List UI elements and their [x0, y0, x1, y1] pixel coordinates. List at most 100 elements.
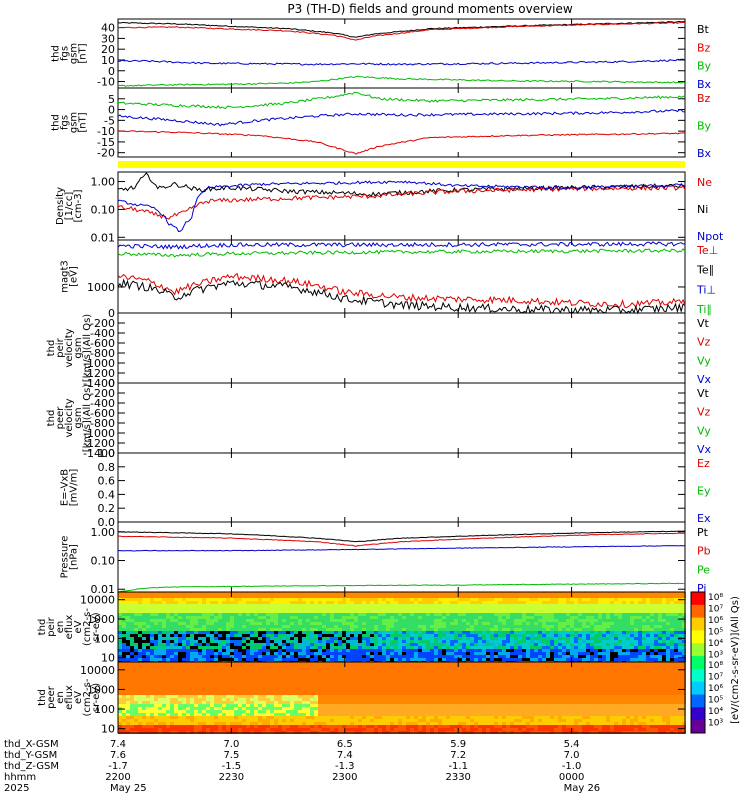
spectrogram-cell — [162, 677, 166, 680]
spectrogram-cell — [366, 646, 370, 649]
spectrogram-cell — [122, 680, 126, 683]
spectrogram-cell — [666, 619, 670, 622]
spectrogram-cell — [478, 610, 482, 613]
spectrogram-cell — [674, 631, 678, 634]
spectrogram-cell — [474, 601, 478, 604]
spectrogram-cell — [210, 652, 214, 655]
spectrogram-cell — [286, 610, 290, 613]
spectrogram-cell — [446, 658, 450, 661]
spectrogram-cell — [266, 655, 270, 658]
spectrogram-cell — [574, 658, 578, 661]
spectrogram-cell — [430, 595, 434, 598]
spectrogram-cell — [578, 601, 582, 604]
spectrogram-cell — [302, 686, 306, 689]
spectrogram-cell — [666, 598, 670, 601]
spectrogram-cell — [566, 634, 570, 637]
spectrogram-cell — [318, 710, 322, 713]
spectrogram-cell — [146, 674, 150, 677]
spectrogram-cell — [534, 637, 538, 640]
spectrogram-cell — [382, 595, 386, 598]
spectrogram-cell — [226, 707, 230, 710]
spectrogram-cell — [134, 622, 138, 625]
spectrogram-cell — [614, 607, 618, 610]
spectrogram-cell — [626, 622, 630, 625]
spectrogram-cell — [210, 631, 214, 634]
spectrogram-cell — [666, 628, 670, 631]
spectrogram-cell — [178, 695, 182, 698]
spectrogram-cell — [298, 625, 302, 628]
spectrogram-cell — [202, 658, 206, 661]
spectrogram-cell — [366, 610, 370, 613]
spectrogram-cell — [242, 637, 246, 640]
spectrogram-cell — [326, 695, 330, 698]
spectrogram-cell — [494, 655, 498, 658]
spectrogram-cell — [654, 658, 658, 661]
spectrogram-cell — [522, 601, 526, 604]
spectrogram-cell — [210, 716, 214, 719]
spectrogram-cell — [270, 716, 274, 719]
spectrogram-cell — [542, 652, 546, 655]
spectrogram-cell — [238, 607, 242, 610]
spectrogram-cell — [250, 646, 254, 649]
spectrogram-cell — [230, 610, 234, 613]
spectrogram-cell — [578, 658, 582, 661]
spectrogram-cell — [122, 640, 126, 643]
spectrogram-cell — [634, 634, 638, 637]
spectrogram-cell — [534, 595, 538, 598]
spectrogram-cell — [266, 722, 270, 725]
spectrogram-cell — [194, 640, 198, 643]
spectrogram-cell — [198, 698, 202, 701]
spectrogram-cell — [174, 655, 178, 658]
spectrogram-cell — [666, 631, 670, 634]
spectrogram-cell — [166, 646, 170, 649]
spectrogram-cell — [622, 658, 626, 661]
spectrogram-cell — [326, 643, 330, 646]
spectrogram-cell — [326, 625, 330, 628]
spectrogram-cell — [206, 692, 210, 695]
spectrogram-cell — [638, 634, 642, 637]
spectrogram-cell — [438, 658, 442, 661]
spectrogram-cell — [610, 652, 614, 655]
spectrogram-cell — [310, 707, 314, 710]
spectrogram-cell — [178, 671, 182, 674]
spectrogram-cell — [214, 601, 218, 604]
spectrogram-cell — [334, 619, 338, 622]
spectrogram-cell — [146, 713, 150, 716]
spectrogram-cell — [162, 604, 166, 607]
spectrogram-cell — [354, 646, 358, 649]
spectrogram-cell — [298, 716, 302, 719]
spectrogram-cell — [230, 674, 234, 677]
spectrogram-cell — [454, 598, 458, 601]
spectrogram-cell — [198, 710, 202, 713]
spectrogram-cell — [658, 658, 662, 661]
spectrogram-cell — [194, 698, 198, 701]
spectrogram-cell — [290, 613, 294, 616]
spectrogram-cell — [374, 610, 378, 613]
spectrogram-cell — [522, 628, 526, 631]
spectrogram-cell — [270, 631, 274, 634]
spectrogram-cell — [578, 604, 582, 607]
spectrogram-cell — [674, 601, 678, 604]
spectrogram-cell — [434, 607, 438, 610]
spectrogram-cell — [306, 655, 310, 658]
spectrogram-cell — [538, 628, 542, 631]
spectrogram-cell — [314, 637, 318, 640]
spectrogram-cell — [366, 658, 370, 661]
spectrogram-cell — [310, 640, 314, 643]
spectrogram-cell — [614, 634, 618, 637]
spectrogram-cell — [198, 637, 202, 640]
spectrogram-cell — [606, 628, 610, 631]
spectrogram-cell — [286, 595, 290, 598]
spectrogram-cell — [174, 725, 178, 728]
spectrogram-cell — [574, 628, 578, 631]
spectrogram-cell — [246, 713, 250, 716]
spectrogram-cell — [198, 619, 202, 622]
spectrogram-cell — [666, 649, 670, 652]
spectrogram-cell — [134, 649, 138, 652]
spectrogram-cell — [166, 722, 170, 725]
spectrogram-cell — [474, 631, 478, 634]
spectrogram-cell — [190, 686, 194, 689]
spectrogram-cell — [282, 704, 286, 707]
spectrogram-cell — [238, 683, 242, 686]
spectrogram-cell — [206, 604, 210, 607]
